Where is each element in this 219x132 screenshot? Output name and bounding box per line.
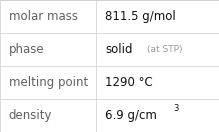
Text: 6.9 g/cm: 6.9 g/cm	[105, 109, 157, 122]
Text: melting point: melting point	[9, 76, 88, 89]
Text: density: density	[9, 109, 52, 122]
Text: phase: phase	[9, 43, 44, 56]
Text: 1290 °C: 1290 °C	[105, 76, 153, 89]
Text: 3: 3	[173, 104, 178, 113]
Text: 811.5 g/mol: 811.5 g/mol	[105, 10, 176, 23]
Text: solid: solid	[105, 43, 133, 56]
Text: (at STP): (at STP)	[147, 45, 183, 54]
Text: molar mass: molar mass	[9, 10, 78, 23]
